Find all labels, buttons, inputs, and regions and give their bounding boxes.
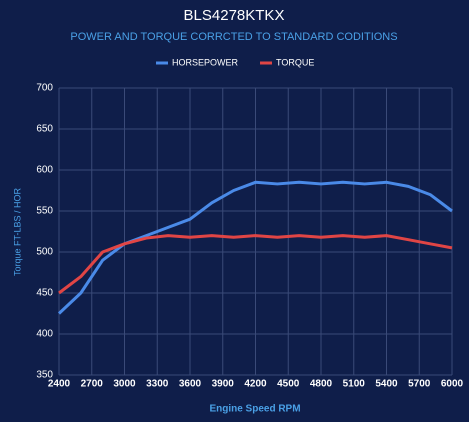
y-tick-label: 450 (36, 288, 53, 299)
x-axis-label: Engine Speed RPM (209, 404, 300, 415)
x-tick-label: 5100 (343, 379, 366, 390)
x-tick-label: 5400 (375, 379, 398, 390)
legend-label: HORSEPOWER (172, 57, 239, 67)
x-tick-label: 4800 (310, 379, 333, 390)
x-tick-label: 2700 (81, 379, 104, 390)
chart-subtitle: POWER AND TORQUE CORRCTED TO STANDARD CO… (70, 31, 397, 43)
x-tick-label: 3600 (179, 379, 202, 390)
y-tick-label: 350 (36, 370, 53, 381)
x-tick-label: 4200 (244, 379, 267, 390)
y-tick-label: 550 (36, 206, 53, 217)
y-tick-label: 700 (36, 83, 53, 94)
y-axis-label: Torque FT-LBS / HOR (12, 187, 22, 276)
y-tick-label: 400 (36, 329, 53, 340)
x-tick-label: 3000 (113, 379, 136, 390)
x-tick-label: 3900 (212, 379, 235, 390)
x-tick-label: 5700 (408, 379, 431, 390)
x-tick-label: 4500 (277, 379, 300, 390)
chart-title: BLS4278KTKX (184, 7, 285, 24)
x-tick-label: 2400 (48, 379, 71, 390)
y-tick-label: 650 (36, 124, 53, 135)
y-tick-label: 600 (36, 165, 53, 176)
x-tick-label: 6000 (441, 379, 464, 390)
legend-label: TORQUE (276, 57, 314, 67)
x-tick-label: 3300 (146, 379, 169, 390)
y-tick-label: 500 (36, 247, 53, 258)
series-line (58, 234, 453, 295)
